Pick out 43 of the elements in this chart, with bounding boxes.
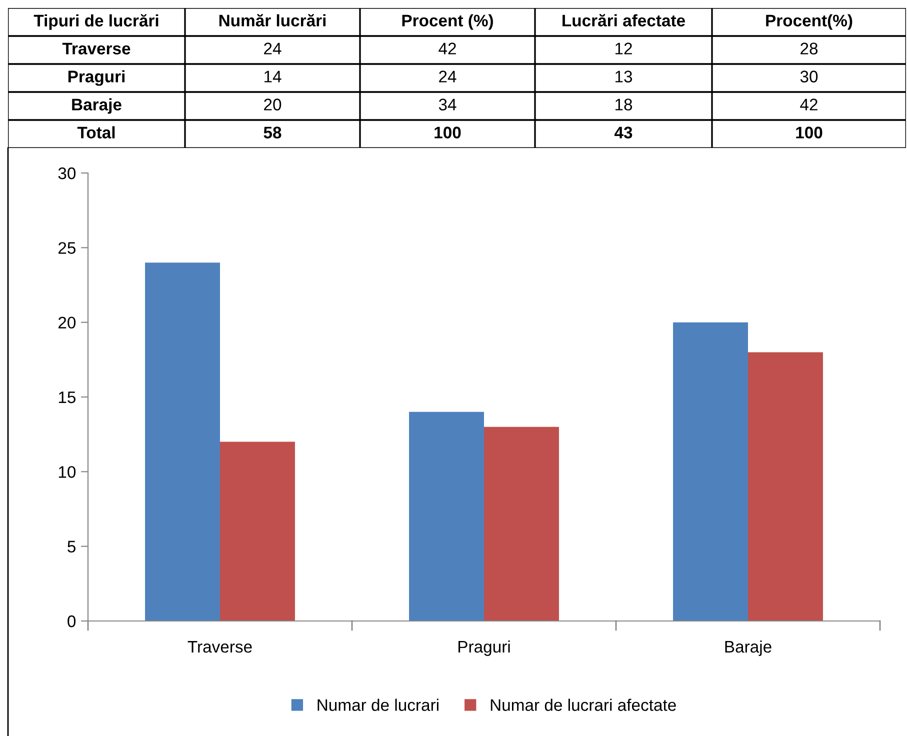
y-tick-label: 25: [58, 242, 76, 254]
text: 14: [264, 70, 282, 82]
x-tick-label: Praguri: [458, 640, 510, 656]
text: 34: [438, 98, 456, 110]
y-tick-label: 30: [58, 167, 76, 180]
legend-label: Numar de lucrari afectate: [490, 698, 676, 711]
category-label: Tipuri de lucrări: [34, 14, 158, 30]
legend-label: Numar de lucrari: [318, 698, 438, 711]
y-tick-label: 20: [58, 316, 76, 329]
text: 28: [800, 42, 818, 54]
bar: [673, 322, 748, 621]
text: Baraje: [72, 98, 122, 114]
text: Total: [77, 126, 115, 138]
category-label: Procent (%): [402, 14, 493, 30]
bar: [409, 412, 484, 621]
text: 24: [264, 42, 282, 54]
y-tick-label: 0: [68, 615, 76, 628]
text: 42: [438, 42, 456, 54]
text: 43: [614, 126, 632, 138]
text: Traverse: [62, 42, 130, 54]
x-tick-label: Traverse: [188, 641, 252, 653]
text: 100: [434, 126, 461, 138]
x-tick-label: Baraje: [725, 640, 772, 656]
category-label: Procent(%): [766, 14, 852, 30]
category-label: Număr lucrări: [219, 14, 326, 26]
text: 24: [439, 70, 456, 82]
bar: [145, 262, 220, 621]
text: 58: [264, 126, 282, 138]
y-tick-label: 5: [68, 540, 76, 553]
text: 20: [264, 98, 282, 110]
y-tick-label: 10: [58, 466, 76, 478]
bar: [220, 442, 295, 621]
text: 42: [800, 98, 818, 110]
bar: [484, 426, 559, 621]
bar: [748, 352, 823, 621]
text: 13: [616, 70, 632, 82]
text: Praguri: [68, 70, 124, 86]
text: 18: [616, 98, 632, 110]
y-tick-label: 15: [58, 392, 76, 404]
text: 12: [616, 42, 632, 54]
text: 30: [800, 70, 818, 82]
category-label: Lucrări afectate: [562, 14, 685, 26]
text: 100: [796, 126, 822, 138]
